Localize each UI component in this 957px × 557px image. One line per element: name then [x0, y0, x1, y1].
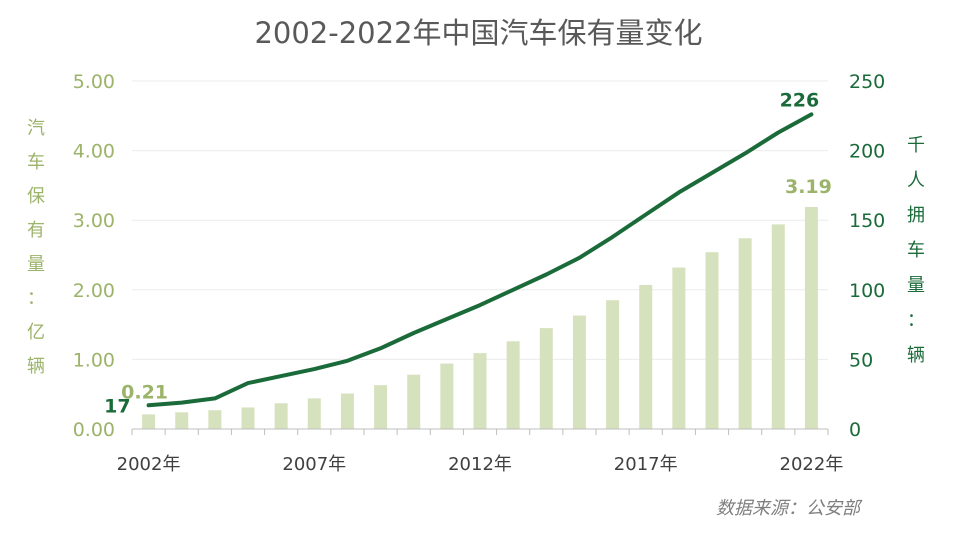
right-axis-title-char: 拥	[907, 205, 925, 226]
right-tick-label: 100	[849, 280, 885, 302]
bar	[374, 385, 388, 429]
left-tick-label: 0.00	[73, 419, 115, 441]
right-axis-title-char: 量	[907, 275, 925, 296]
bar	[340, 393, 354, 429]
bar	[274, 403, 288, 429]
bar	[672, 267, 686, 429]
right-tick-label: 200	[849, 141, 885, 163]
bar	[639, 284, 653, 429]
right-tick-label: 0	[849, 419, 861, 441]
left-axis-title-char: 量	[27, 254, 45, 275]
data-label-line-last: 226	[780, 89, 820, 111]
right-tick-label: 250	[849, 71, 885, 93]
bar	[506, 341, 520, 429]
x-tick-label: 2022年	[780, 454, 844, 475]
bar	[539, 328, 553, 429]
bar	[175, 412, 189, 429]
right-tick-label: 150	[849, 210, 885, 232]
right-axis-title: 千人拥车量 ： 辆	[901, 128, 931, 373]
bar	[606, 300, 620, 429]
right-axis-title-char: 千	[907, 135, 925, 156]
x-tick-label: 2017年	[614, 454, 678, 475]
right-tick-label: 50	[849, 349, 873, 371]
bar	[241, 407, 255, 429]
left-axis-title-char: 亿	[27, 322, 45, 343]
left-axis-title-char: 车	[27, 152, 45, 173]
right-axis-title-char: 人	[907, 170, 925, 191]
left-axis-title: 汽车保有量 ： 亿辆	[22, 112, 50, 384]
left-axis-title-char: 保	[27, 186, 45, 207]
left-axis-title-char: ：	[27, 288, 45, 309]
left-tick-label: 3.00	[73, 210, 115, 232]
left-axis-title-char: 汽	[27, 118, 45, 139]
bar	[407, 374, 421, 429]
left-tick-label: 4.00	[73, 141, 115, 163]
x-tick-label: 2012年	[448, 454, 512, 475]
x-tick-label: 2007年	[282, 454, 346, 475]
bar	[705, 252, 719, 429]
left-axis-title-char: 辆	[27, 356, 45, 377]
right-axis-title-char: 辆	[907, 345, 925, 366]
line-series	[146, 112, 814, 408]
right-axis-title-char: 车	[907, 240, 925, 261]
bar	[738, 238, 752, 429]
left-axis-title-char: 有	[27, 220, 45, 241]
left-tick-label: 2.00	[73, 280, 115, 302]
bar	[440, 363, 454, 429]
bar	[142, 414, 156, 429]
right-axis-title-char: ：	[907, 310, 925, 331]
data-label-bar-first: 0.21	[121, 381, 168, 403]
bar	[771, 224, 785, 429]
bar	[208, 410, 222, 429]
bar	[307, 398, 321, 429]
left-tick-label: 1.00	[73, 349, 115, 371]
chart-title: 2002-2022年中国汽车保有量变化	[254, 16, 703, 50]
data-source: 数据来源：公安部	[716, 498, 860, 519]
x-tick-label: 2002年	[117, 454, 181, 475]
bar	[473, 353, 487, 429]
left-tick-label: 5.00	[73, 71, 115, 93]
bar	[572, 315, 586, 429]
data-label-bar-last: 3.19	[785, 176, 832, 198]
bar	[804, 206, 818, 429]
data-label-line-first: 17	[104, 395, 130, 417]
